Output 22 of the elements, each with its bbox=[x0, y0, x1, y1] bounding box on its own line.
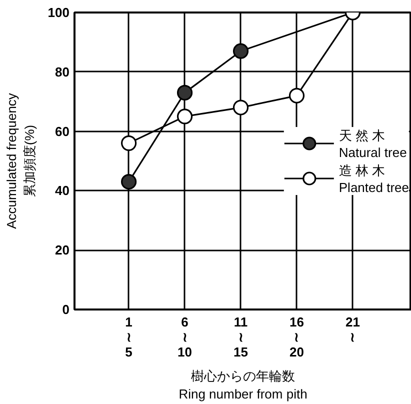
y-tick-label: 80 bbox=[55, 64, 70, 80]
point bbox=[176, 84, 193, 100]
legend-label: 天 然 木 Natural tree bbox=[338, 126, 407, 160]
y-tick-label: 60 bbox=[55, 124, 70, 139]
x-tick-label: 11 ≀ 15 bbox=[234, 314, 248, 360]
y-tick-label: 0 bbox=[62, 302, 70, 317]
y-tick-label: 100 bbox=[48, 5, 70, 20]
x-tick-label: 6 ≀ 10 bbox=[178, 314, 192, 360]
point bbox=[121, 174, 137, 190]
x-axis-title: 樹心からの年輪数 Ring number from pith bbox=[178, 368, 308, 402]
point bbox=[176, 108, 193, 124]
point bbox=[288, 88, 305, 104]
legend-label: 造 林 木 Planted tree bbox=[338, 162, 409, 194]
x-tick-label: 1 ≀ 5 bbox=[125, 314, 132, 360]
point bbox=[232, 100, 249, 116]
point bbox=[232, 43, 249, 59]
y-tick-label: 20 bbox=[55, 242, 70, 258]
x-tick-label: 21 ≀ bbox=[345, 314, 360, 344]
x-tick-label: 16 ≀ 20 bbox=[290, 314, 304, 360]
y-axis-title: Accumulated frequency 累加頻度(%) bbox=[4, 92, 37, 229]
y-tick-label: 40 bbox=[55, 183, 70, 198]
point bbox=[121, 135, 137, 151]
